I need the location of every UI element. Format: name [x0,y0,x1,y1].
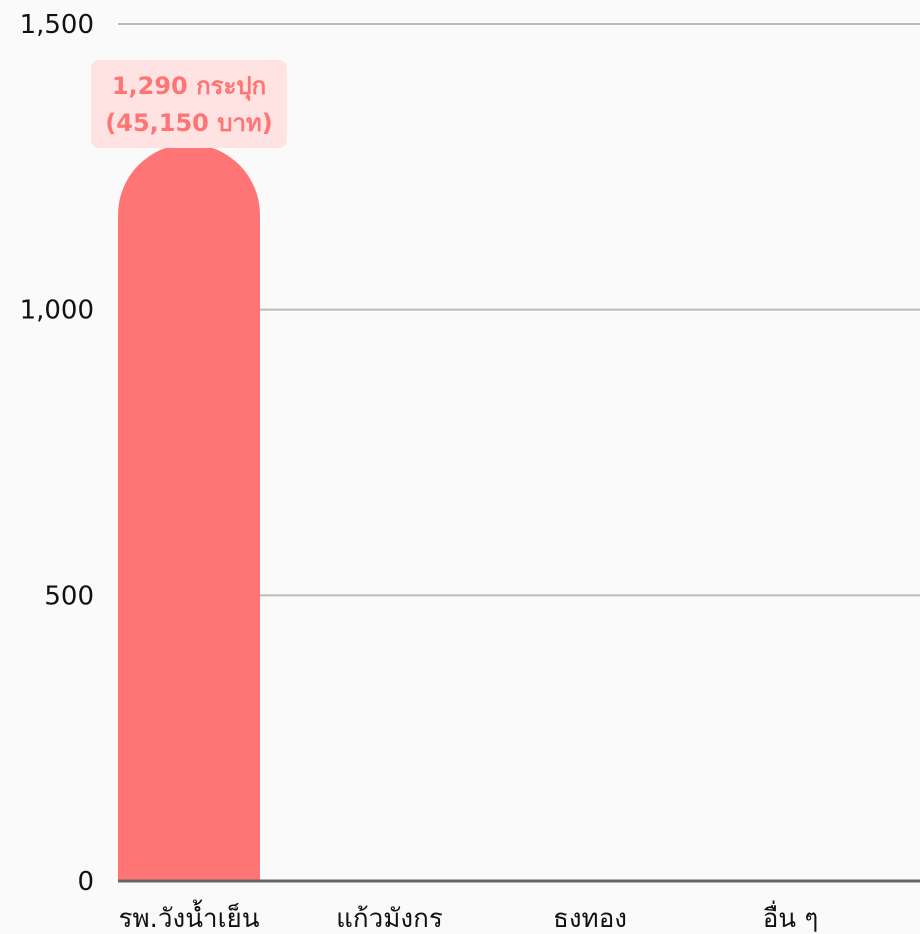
y-tick-labels: 0 500 1,000 1,500 [20,10,94,897]
x-tick-label: รพ.วังน้ำเย็น [119,899,260,934]
data-label: (45,150 บาท) [105,109,272,137]
x-tick-label: แก้วมังกร [336,904,443,934]
y-tick-label: 1,000 [20,296,94,326]
data-label: 1,290 กระปุก [112,72,266,102]
data-label-background [91,59,287,148]
x-tick-label: อื่น ๆ [763,900,819,934]
x-tick-labels: รพ.วังน้ำเย็น แก้วมังกร ธงทอง อื่น ๆ [119,899,819,934]
data-labels: 1,290 กระปุก (45,150 บาท) [91,59,287,148]
bars [118,143,260,881]
y-tick-label: 0 [77,867,94,897]
y-tick-label: 1,500 [20,10,94,40]
y-tick-label: 500 [44,581,94,611]
bar [118,143,260,881]
x-tick-label: ธงทอง [553,904,627,934]
